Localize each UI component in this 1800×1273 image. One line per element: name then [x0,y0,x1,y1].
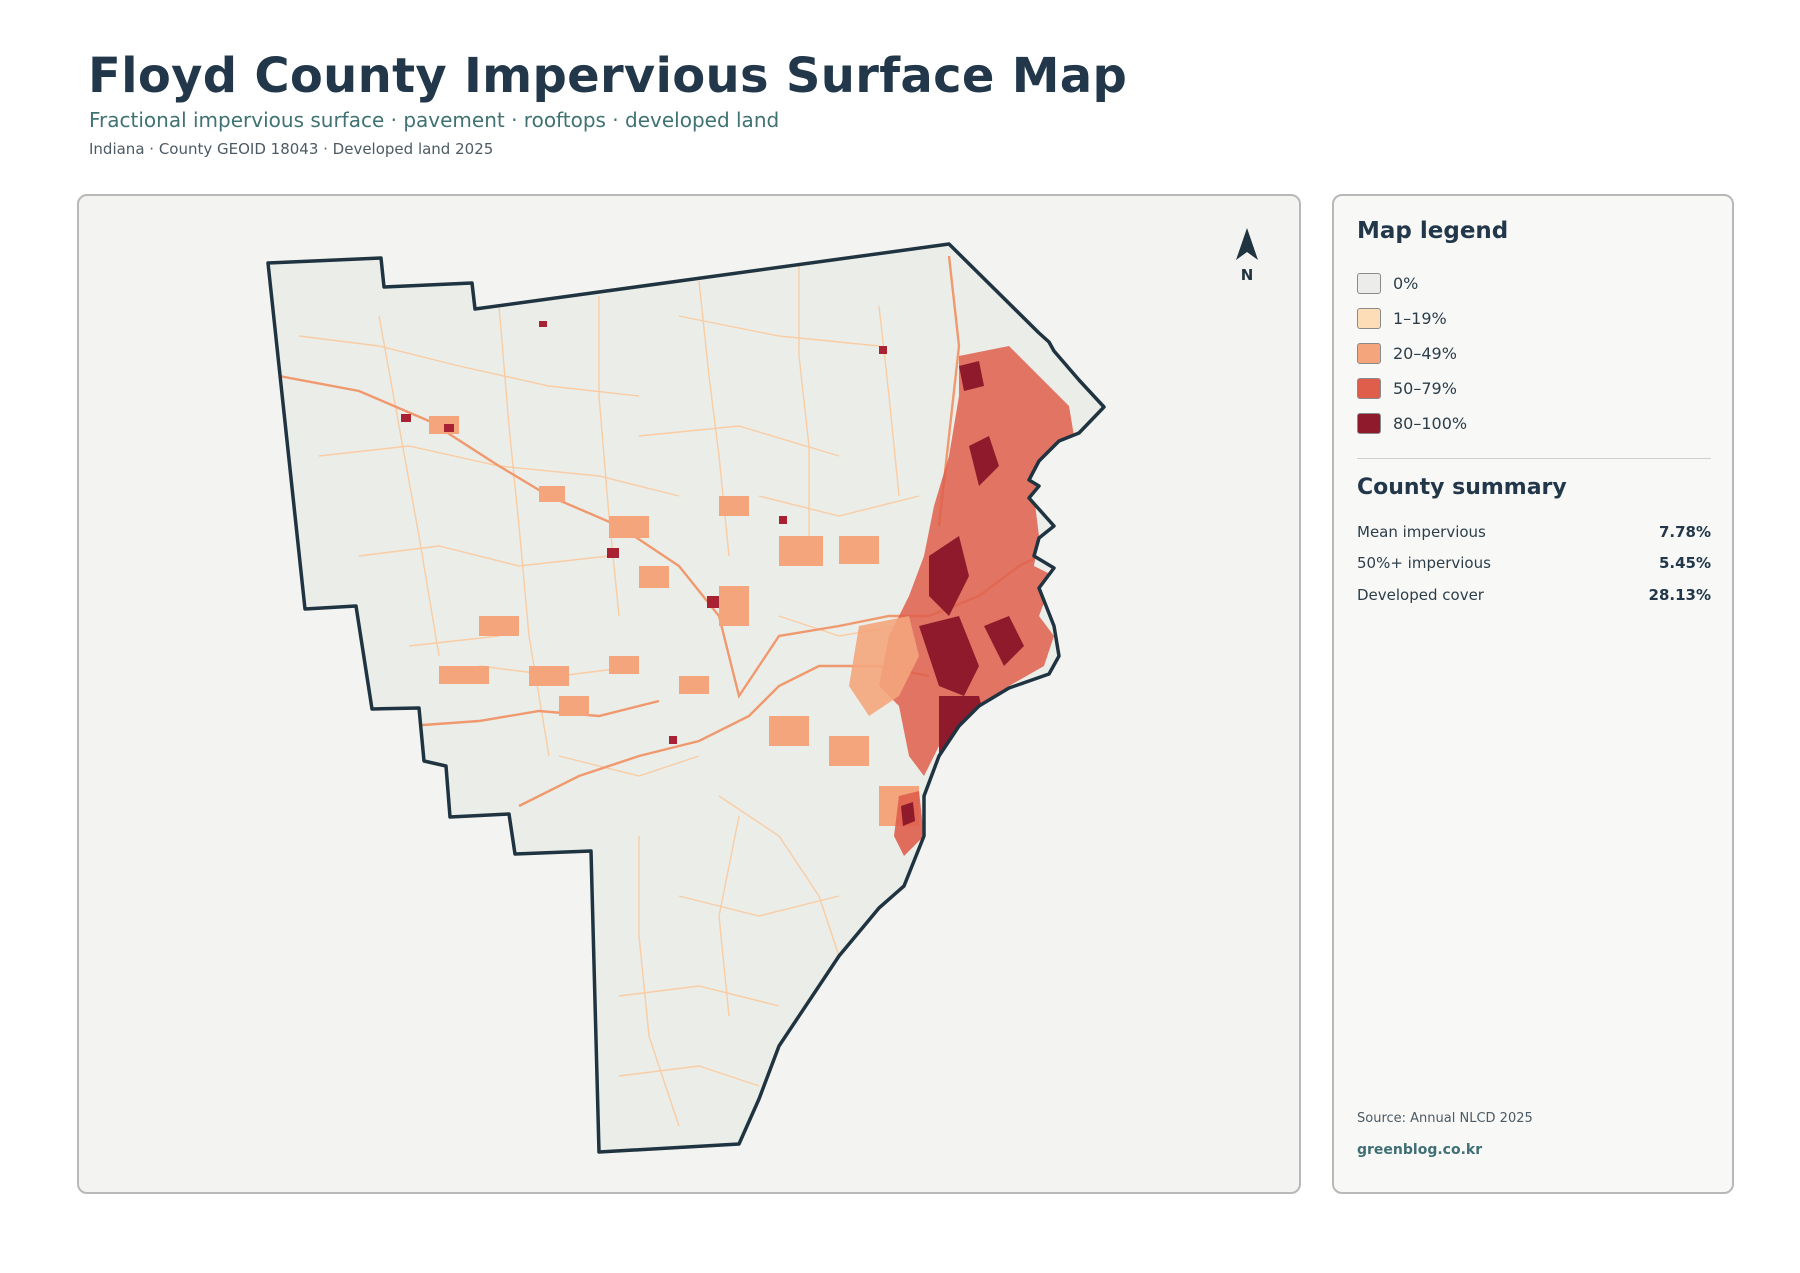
stat-row-developed: Developed cover 28.13% [1357,579,1711,611]
stat-row-high: 50%+ impervious 5.45% [1357,548,1711,580]
source-note: Source: Annual NLCD 2025 [1357,1111,1533,1126]
legend-list: 0% 1–19% 20–49% 50–79% 80–100% [1357,266,1467,441]
legend-panel: Map legend 0% 1–19% 20–49% 50–79% 80–100… [1332,194,1734,1194]
legend-label: 80–100% [1393,414,1468,433]
legend-item: 1–19% [1357,301,1467,336]
rural-development [429,416,919,826]
page-subtitle: Fractional impervious surface · pavement… [89,108,780,132]
legend-item: 50–79% [1357,371,1467,406]
stat-value: 7.78% [1658,522,1711,541]
legend-swatch [1357,413,1381,434]
stat-label: 50%+ impervious [1357,554,1491,573]
stat-label: Developed cover [1357,585,1484,604]
legend-swatch [1357,343,1381,364]
stat-row-mean: Mean impervious 7.78% [1357,516,1711,548]
legend-item: 20–49% [1357,336,1467,371]
legend-label: 50–79% [1393,379,1457,398]
county-boundary [266,242,1106,1154]
page-meta: Indiana · County GEOID 18043 · Developed… [89,140,494,158]
summary-title: County summary [1357,475,1567,500]
north-label: N [1241,266,1254,284]
credit-link[interactable]: greenblog.co.kr [1357,1142,1483,1158]
legend-title: Map legend [1357,218,1509,244]
legend-divider [1357,458,1711,459]
summary-list: Mean impervious 7.78% 50%+ impervious 5.… [1357,516,1711,611]
page-title: Floyd County Impervious Surface Map [88,48,1128,104]
map-panel[interactable]: N [77,194,1301,1194]
north-arrow: N [1236,228,1258,284]
legend-item: 0% [1357,266,1467,301]
stat-label: Mean impervious [1357,522,1486,541]
rural-hotspots [401,321,887,744]
county-land [268,244,1104,1152]
map-canvas: N [266,228,1258,1154]
stat-value: 28.13% [1648,585,1711,604]
legend-swatch [1357,273,1381,294]
legend-swatch [1357,378,1381,399]
legend-swatch [1357,308,1381,329]
stat-value: 5.45% [1658,554,1711,573]
legend-label: 0% [1393,274,1419,293]
north-arrow-icon [1236,228,1258,260]
legend-item: 80–100% [1357,406,1467,441]
legend-label: 1–19% [1393,309,1447,328]
legend-label: 20–49% [1393,344,1457,363]
